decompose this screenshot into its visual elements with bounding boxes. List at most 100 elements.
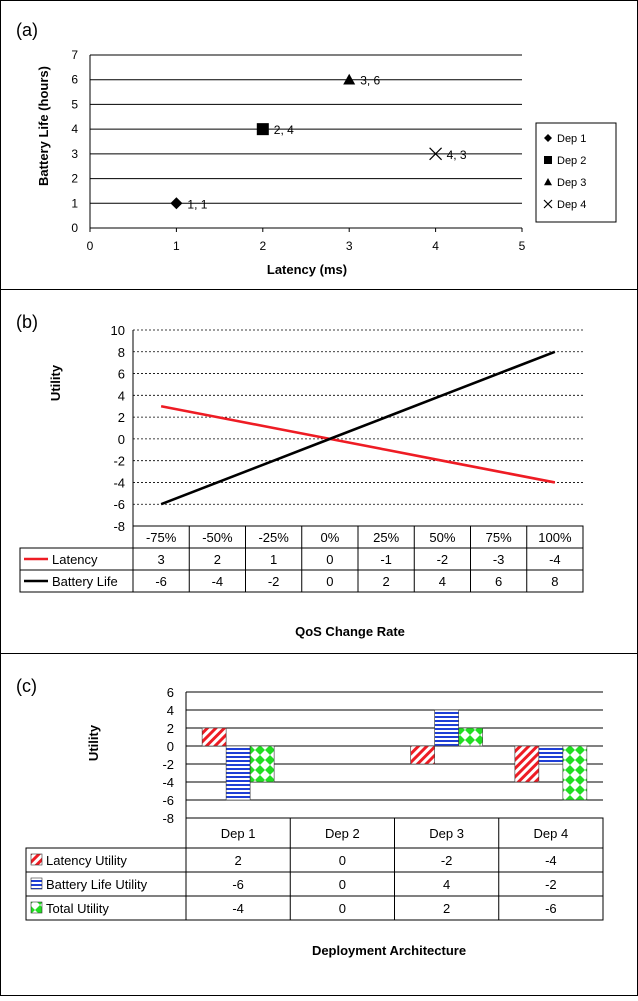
y-tick-label-a: 2	[71, 172, 78, 186]
panel-c-xlabel: Deployment Architecture	[312, 943, 466, 958]
table-cell: -3	[493, 552, 505, 567]
y-tick-label-b: 4	[118, 388, 125, 403]
panel-c-label: (c)	[16, 676, 37, 696]
y-tick-label-a: 5	[71, 97, 78, 111]
legend-entry: Dep 1	[557, 133, 586, 145]
data-point-dep-2	[256, 123, 269, 136]
table-cell: -2	[268, 574, 280, 589]
panel-b-xlabel: QoS Change Rate	[295, 624, 405, 639]
table-cell: 0	[326, 552, 333, 567]
table-cell: 0	[326, 574, 333, 589]
table-cell: -4	[212, 574, 224, 589]
y-tick-label-c: -6	[162, 793, 174, 808]
table-cell: -4	[232, 901, 244, 916]
legend-marker	[543, 199, 553, 209]
category-label: Dep 3	[429, 826, 464, 841]
x-tick-label-a: 4	[432, 239, 439, 253]
y-tick-label-a: 0	[71, 221, 78, 235]
table-cell: 8	[551, 574, 558, 589]
table-cell: 0	[339, 853, 346, 868]
panel-a-xlabel: Latency (ms)	[267, 262, 347, 277]
table-cell: -6	[232, 877, 244, 892]
series-name: Battery Life	[52, 574, 118, 589]
table-cell: 2	[214, 552, 221, 567]
series-line-latency	[160, 404, 556, 484]
x-tick-label-a: 0	[87, 239, 94, 253]
bar-battery-life-utility	[538, 745, 564, 765]
bar-total-utility	[249, 745, 275, 783]
bar-total-utility	[562, 745, 588, 801]
y-tick-label-c: -2	[162, 757, 174, 772]
table-cell: 4	[443, 877, 450, 892]
category-label: Dep 2	[325, 826, 360, 841]
bar-latency-utility	[410, 745, 435, 765]
series-name: Battery Life Utility	[46, 877, 148, 892]
y-tick-label-b: -6	[113, 497, 125, 512]
y-tick-label-b: 2	[118, 410, 125, 425]
y-tick-label-a: 6	[71, 73, 78, 87]
bar-latency-utility	[201, 727, 227, 747]
table-cell: -6	[545, 901, 557, 916]
y-tick-label-a: 1	[71, 196, 78, 210]
table-cell: 4	[439, 574, 446, 589]
table-cell: -6	[155, 574, 167, 589]
legend-entry: Dep 3	[557, 177, 586, 189]
table-cell: 6	[495, 574, 502, 589]
y-tick-label-a: 7	[71, 48, 78, 62]
category-label: Dep 1	[221, 826, 256, 841]
legend-entry: Dep 2	[557, 155, 586, 167]
panel-b-ylabel: Utility	[48, 364, 63, 401]
y-tick-label-b: -4	[113, 475, 125, 490]
legend-marker	[544, 178, 552, 186]
y-tick-label-b: 0	[118, 432, 125, 447]
data-label: 4, 3	[447, 148, 467, 162]
table-cell: 0	[339, 901, 346, 916]
table-cell: 2	[443, 901, 450, 916]
category-label: -50%	[202, 530, 233, 545]
legend-marker	[544, 134, 552, 142]
x-tick-label-a: 2	[259, 239, 266, 253]
y-tick-label-b: -2	[113, 454, 125, 469]
y-tick-label-a: 4	[71, 122, 78, 136]
data-point-dep-4	[429, 147, 443, 161]
panel-b-label: (b)	[16, 312, 38, 332]
category-label: 25%	[373, 530, 399, 545]
table-cell: -1	[380, 552, 392, 567]
y-tick-label-c: 4	[167, 703, 174, 718]
x-tick-label-a: 3	[346, 239, 353, 253]
y-tick-label-b: 8	[118, 345, 125, 360]
series-name: Total Utility	[46, 901, 109, 916]
y-tick-label-c: 2	[167, 721, 174, 736]
x-tick-label-a: 1	[173, 239, 180, 253]
category-label: -25%	[258, 530, 289, 545]
category-label: 75%	[486, 530, 512, 545]
series-line-battery-life	[160, 350, 556, 506]
bar-latency-utility	[514, 745, 540, 783]
data-label: 1, 1	[187, 197, 207, 211]
y-tick-label-c: 0	[167, 739, 174, 754]
y-tick-label-b: -8	[113, 519, 125, 534]
legend-marker	[544, 156, 552, 164]
table-cell: -2	[545, 877, 557, 892]
y-tick-label-c: -8	[162, 811, 174, 826]
panel-c-ylabel: Utility	[86, 724, 101, 761]
table-cell: -4	[545, 853, 557, 868]
table-cell: -4	[549, 552, 561, 567]
y-tick-label-b: 6	[118, 367, 125, 382]
y-tick-label-b: 10	[111, 323, 125, 338]
bar-battery-life-utility	[225, 745, 251, 801]
y-tick-label-c: -4	[162, 775, 174, 790]
data-label: 2, 4	[274, 123, 294, 137]
table-cell: 2	[383, 574, 390, 589]
y-tick-label-c: 6	[167, 685, 174, 700]
panel-a-ylabel: Battery Life (hours)	[36, 66, 51, 186]
table-legend-key	[30, 901, 43, 914]
bar-battery-life-utility	[434, 709, 459, 747]
table-cell: 2	[235, 853, 242, 868]
table-legend-key	[30, 853, 43, 866]
category-label: -75%	[146, 530, 177, 545]
table-cell: 1	[270, 552, 277, 567]
